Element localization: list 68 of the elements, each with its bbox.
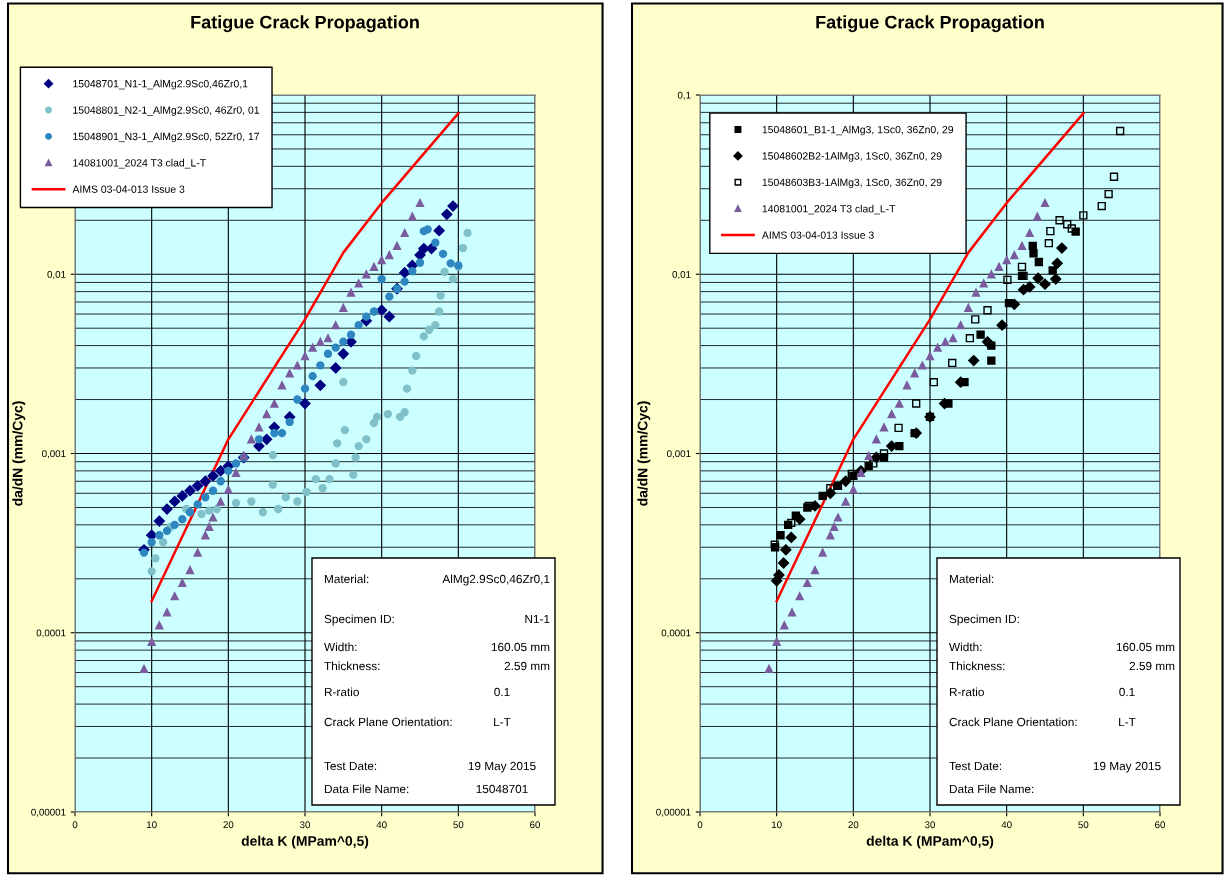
x-tick-label: 40 [376, 821, 387, 829]
x-tick-label: 10 [772, 821, 782, 829]
x-tick-label: 20 [848, 821, 859, 829]
legend-label: 15048801_N2-1_AlMg2.9Sc0, 46Zr0, 01 [73, 106, 260, 116]
x-axis-title: delta K (MPam^0,5) [241, 835, 369, 849]
annotation: 2.59 mm [1129, 661, 1175, 671]
y-tick-label: 0,00001 [31, 808, 66, 817]
legend-label: 15048602B2-1AlMg3, 1Sc0, 36Zn0, 29 [762, 151, 942, 162]
y-tick-label: 0,01 [672, 270, 691, 280]
annotation: 0.1 [1119, 687, 1135, 697]
annotation: Material: [949, 574, 994, 584]
annotation: 15048701 [476, 784, 528, 794]
annotation: R-ratio [949, 687, 984, 697]
y-tick-label: 0,01 [47, 270, 66, 280]
x-tick-label: 30 [924, 821, 936, 829]
annotation: Crack Plane Orientation: [324, 717, 452, 727]
y-tick-label: 0,1 [677, 91, 691, 100]
annotation: Width: [949, 642, 982, 652]
legend-label: 14081001_2024 T3 clad_L-T [73, 158, 206, 169]
x-tick-label: 50 [1078, 821, 1089, 829]
legend-label: 14081001_2024 T3 clad_L-T [762, 204, 896, 215]
annotation: R-ratio [324, 687, 359, 697]
x-tick-label: 50 [453, 821, 464, 829]
annotation: Thickness: [949, 661, 1005, 671]
annotation: Thickness: [324, 661, 380, 671]
annotation: L-T [1119, 717, 1136, 727]
annotation: Data File Name: [324, 784, 409, 794]
x-tick-label: 0 [72, 821, 78, 829]
annotation: Specimen ID: [324, 614, 394, 626]
legend-label: AIMS 03-04-013 Issue 3 [761, 231, 874, 239]
chart-title: Fatigue Crack Propagation [816, 15, 1044, 33]
x-axis-title: delta K (MPam^0,5) [866, 835, 994, 849]
y-tick-label: 0,001 [667, 450, 691, 459]
annotation: N1-1 [525, 614, 550, 624]
annotation: 0.1 [494, 687, 510, 697]
x-tick-label: 40 [1001, 821, 1012, 829]
x-tick-label: 60 [530, 821, 541, 829]
x-tick-label: 0 [697, 821, 703, 829]
annotation: 160.05 mm [1116, 642, 1175, 652]
y-axis-title: da/dN (mm/Cyc) [12, 401, 26, 506]
legend-label: 15048601_B1-1_AlMg3, 1Sc0, 36Zn0, 29 [762, 125, 954, 136]
annotation: Test Date: [324, 761, 377, 771]
x-tick-label: 10 [147, 821, 157, 829]
x-tick-label: 60 [1155, 821, 1166, 829]
y-tick-label: 0,00001 [656, 808, 691, 817]
chart-title: Fatigue Crack Propagation [191, 15, 419, 33]
annotation: Data File Name: [949, 784, 1034, 794]
y-tick-label: 0,0001 [36, 629, 66, 638]
legend-label: AIMS 03-04-013 Issue 3 [72, 185, 185, 193]
legend-label: 15048701_N1-1_AlMg2.9Sc0,46Zr0,1 [73, 79, 248, 90]
y-tick-label: 0,0001 [661, 629, 691, 638]
annotation: 160.05 mm [491, 642, 550, 652]
legend-label: 15048901_N3-1_AlMg2.9Sc0, 52Zr0, 17 [73, 132, 260, 143]
y-tick-label: 0,001 [42, 450, 66, 459]
annotation: 19 May 2015 [468, 761, 536, 773]
annotation: L-T [494, 717, 511, 727]
y-axis-title: da/dN (mm/Cyc) [637, 401, 651, 506]
x-tick-label: 30 [299, 821, 311, 829]
annotation: Width: [324, 642, 357, 652]
x-tick-label: 20 [223, 821, 234, 829]
legend-label: 15048603B3-1AlMg3, 1Sc0, 36Zn0, 29 [762, 178, 942, 189]
annotation: Specimen ID: [949, 614, 1019, 626]
annotation: 2.59 mm [504, 661, 550, 671]
annotation: Crack Plane Orientation: [949, 717, 1077, 727]
annotation: AlMg2.9Sc0,46Zr0,1 [442, 574, 550, 586]
annotation: 19 May 2015 [1093, 761, 1161, 773]
annotation: Test Date: [949, 761, 1002, 771]
annotation: Material: [324, 574, 369, 584]
